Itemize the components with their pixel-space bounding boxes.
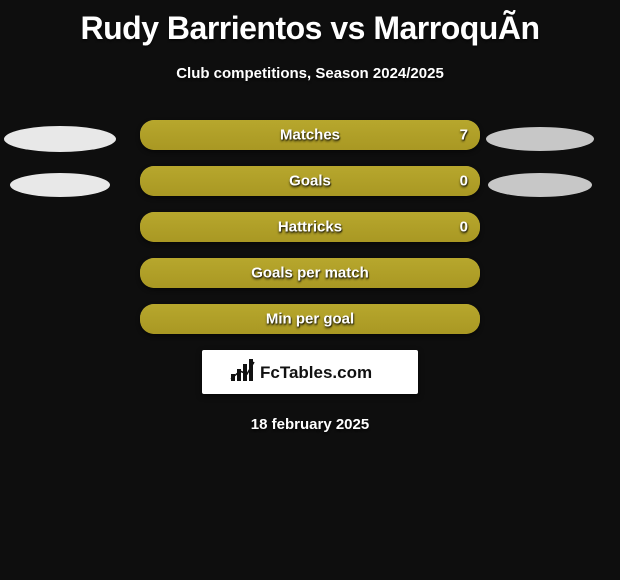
fctables-logo-svg: FcTables.com [230, 359, 390, 385]
stat-row: Matches7 [140, 120, 480, 150]
decorative-ellipse [488, 173, 592, 197]
stat-bar-fill [140, 166, 480, 196]
stat-row: Hattricks0 [140, 212, 480, 242]
stat-bar-track [140, 304, 480, 334]
stat-bar-fill [140, 304, 480, 334]
subtitle: Club competitions, Season 2024/2025 [0, 65, 620, 82]
stat-bar-fill [140, 212, 480, 242]
page-title: Rudy Barrientos vs MarroquÃ­n [0, 0, 620, 47]
stat-row: Min per goal [140, 304, 480, 334]
stats-block: Matches7 Goals0 Hattricks0 Goals per match M… [140, 120, 480, 334]
stat-bar-track [140, 120, 480, 150]
stat-bar-track [140, 258, 480, 288]
decorative-ellipse [486, 127, 594, 151]
stat-bar-track [140, 212, 480, 242]
decorative-ellipse [10, 173, 110, 197]
fctables-logo[interactable]: FcTables.com [202, 350, 418, 394]
stat-row: Goals per match [140, 258, 480, 288]
stat-row: Goals0 [140, 166, 480, 196]
date-text: 18 february 2025 [0, 416, 620, 433]
decorative-ellipse [4, 126, 116, 152]
stat-bar-track [140, 166, 480, 196]
stat-bar-fill [140, 120, 480, 150]
logo-text: FcTables.com [260, 363, 372, 382]
stat-bar-fill [140, 258, 480, 288]
